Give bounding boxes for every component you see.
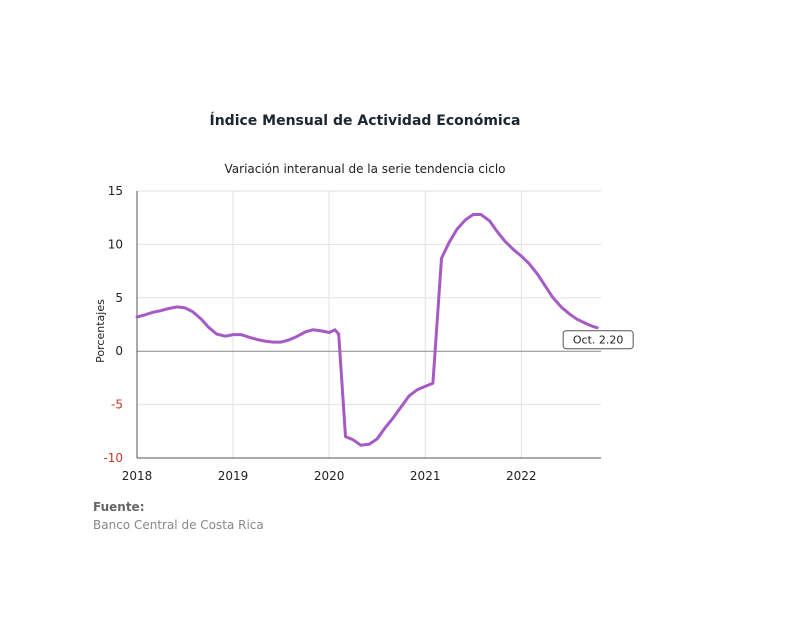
y-axis-label: Porcentajes: [94, 299, 107, 363]
x-tick-label: 2020: [314, 469, 345, 483]
y-tick-label: 5: [115, 291, 123, 305]
callout: Oct. 2.20: [562, 330, 634, 350]
callout-label: Oct. 2.20: [573, 334, 624, 347]
y-tick-label: 0: [115, 344, 123, 358]
x-tick-label: 2021: [410, 469, 441, 483]
tick-labels: 15 10 5 0 -5 -10 2018 2019 2020 2021 2022: [103, 184, 536, 483]
source-text: Banco Central de Costa Rica: [93, 518, 264, 532]
chart-title: Índice Mensual de Actividad Económica: [210, 112, 521, 129]
y-tick-label: 15: [108, 184, 123, 198]
series-layer: [135, 213, 599, 447]
y-tick-label: 10: [108, 237, 123, 251]
source-label: Fuente:: [93, 500, 145, 514]
y-tick-label: -10: [103, 451, 123, 465]
x-tick-label: 2019: [218, 469, 249, 483]
series-line: [135, 213, 599, 447]
axes: [136, 191, 601, 459]
x-tick-label: 2018: [122, 469, 153, 483]
callout-box: [562, 330, 634, 350]
y-tick-label: -5: [111, 398, 123, 412]
x-tick-label: 2022: [506, 469, 537, 483]
chart-subtitle: Variación interanual de la serie tendenc…: [225, 162, 506, 176]
